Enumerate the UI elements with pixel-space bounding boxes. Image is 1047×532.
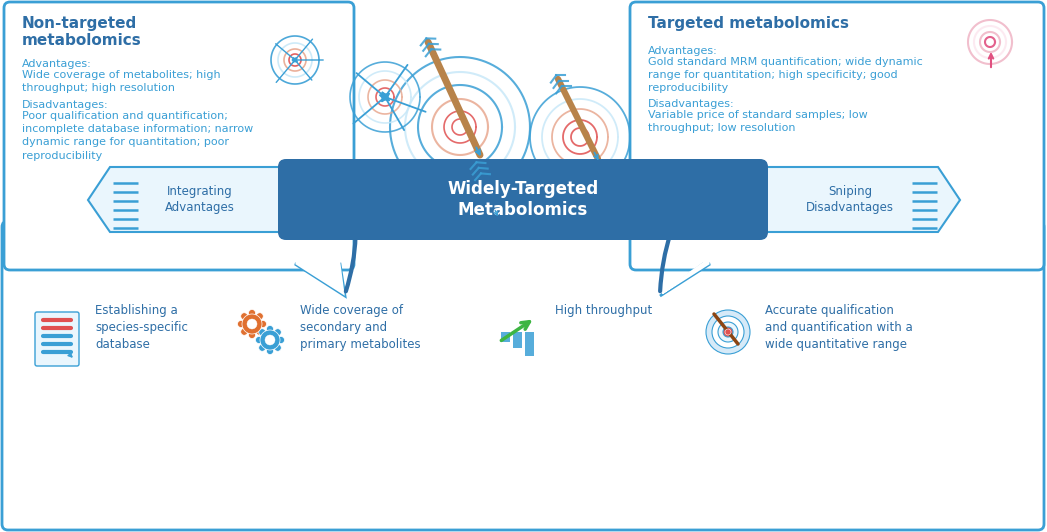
Text: Variable price of standard samples; low
throughput; low resolution: Variable price of standard samples; low … [648,110,868,133]
Polygon shape [660,264,710,296]
Circle shape [265,335,275,345]
FancyBboxPatch shape [279,159,768,240]
Polygon shape [295,264,346,296]
Circle shape [725,329,731,335]
Circle shape [255,337,263,344]
Text: Disadvantages:: Disadvantages: [648,99,735,109]
Circle shape [712,316,744,348]
Circle shape [241,328,248,335]
Circle shape [277,337,285,344]
Circle shape [248,331,255,338]
Circle shape [259,344,266,351]
Circle shape [718,322,738,342]
Circle shape [706,310,750,354]
Circle shape [723,327,733,337]
Circle shape [259,329,266,336]
FancyBboxPatch shape [502,332,510,342]
Circle shape [257,328,263,335]
Circle shape [248,310,255,317]
Text: Non-targeted
metabolomics: Non-targeted metabolomics [22,16,141,48]
Circle shape [260,320,267,328]
Text: Targeted metabolomics: Targeted metabolomics [648,16,849,31]
Circle shape [267,326,273,332]
FancyBboxPatch shape [513,332,522,348]
Circle shape [247,319,257,329]
Text: High throughput: High throughput [555,304,652,317]
Text: Gold standard MRM quantification; wide dynamic
range for quantitation; high spec: Gold standard MRM quantification; wide d… [648,57,922,94]
Circle shape [274,329,282,336]
Text: Disadvantages:: Disadvantages: [22,100,109,110]
Polygon shape [760,167,960,232]
Circle shape [260,330,280,350]
FancyBboxPatch shape [35,312,79,366]
Text: Poor qualification and quantification;
incomplete database information; narrow
d: Poor qualification and quantification; i… [22,111,253,161]
Circle shape [257,313,263,320]
Polygon shape [88,167,286,232]
FancyBboxPatch shape [2,221,1044,530]
Text: Establishing a
species-specific
database: Establishing a species-specific database [95,304,187,351]
Circle shape [241,313,248,320]
Text: Advantages:: Advantages: [648,46,718,56]
Circle shape [238,320,245,328]
Text: Widely-Targeted
Metabolomics: Widely-Targeted Metabolomics [447,180,599,219]
Text: Sniping
Disadvantages: Sniping Disadvantages [806,185,894,214]
FancyBboxPatch shape [525,332,534,356]
Text: Accurate qualification
and quantification with a
wide quantitative range: Accurate qualification and quantificatio… [765,304,913,351]
Polygon shape [296,263,343,293]
Polygon shape [662,263,709,293]
FancyBboxPatch shape [4,2,354,270]
FancyBboxPatch shape [630,2,1044,270]
Circle shape [267,347,273,354]
Text: Integrating
Advantages: Integrating Advantages [165,185,235,214]
Circle shape [242,314,262,334]
Text: Advantages:: Advantages: [22,59,92,69]
Circle shape [274,344,282,351]
Text: Wide coverage of metabolites; high
throughput; high resolution: Wide coverage of metabolites; high throu… [22,70,221,93]
Text: Wide coverage of
secondary and
primary metabolites: Wide coverage of secondary and primary m… [300,304,421,351]
